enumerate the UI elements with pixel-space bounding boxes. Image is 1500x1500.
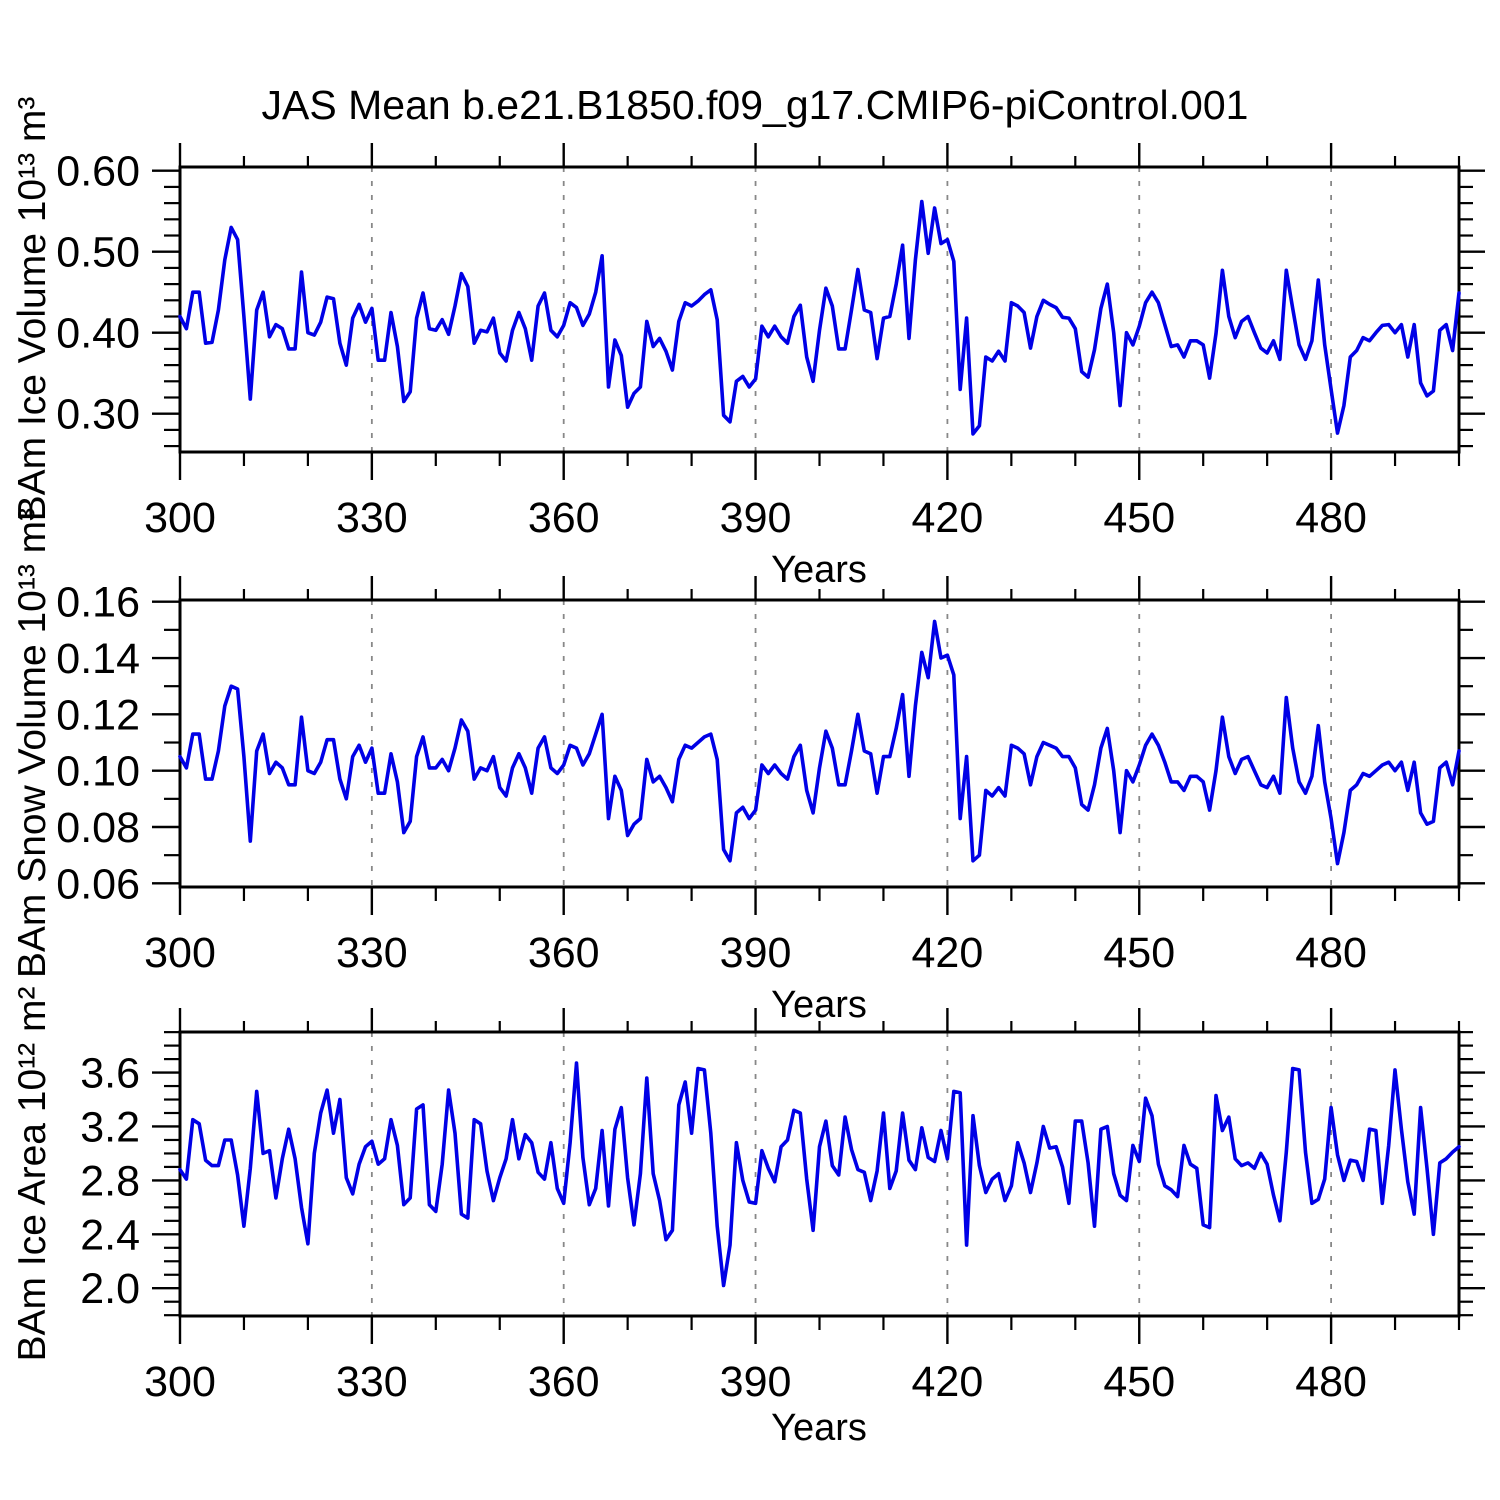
x-tick-label: 450 — [1103, 929, 1175, 977]
data-line — [178, 1061, 1461, 1288]
x-tick-label: 300 — [144, 494, 216, 542]
x-tick-label: 330 — [336, 929, 408, 977]
x-tick-label: 480 — [1295, 929, 1367, 977]
y-tick-label: 0.50 — [56, 229, 140, 277]
y-tick-label: 0.06 — [56, 860, 140, 908]
x-tick-label: 480 — [1295, 494, 1367, 542]
x-tick-label: 420 — [912, 494, 984, 542]
y-tick-label: 0.10 — [56, 748, 140, 796]
x-tick-label: 390 — [720, 1358, 792, 1406]
x-axis-label-panel-2: Years — [771, 984, 867, 1026]
x-tick-label: 360 — [528, 929, 600, 977]
y-tick-label: 2.0 — [80, 1265, 140, 1313]
y-tick-label: 0.12 — [56, 691, 140, 739]
y-tick-label: 2.8 — [80, 1157, 140, 1205]
y-axis-label-snow-volume: BAm Snow Volume 10¹³ m³ — [11, 507, 54, 979]
x-tick-label: 420 — [912, 1358, 984, 1406]
x-axis-label-panel-1: Years — [771, 549, 867, 591]
y-tick-label: 0.40 — [56, 310, 140, 358]
chart-title: JAS Mean b.e21.B1850.f09_g17.CMIP6-piCon… — [261, 82, 1249, 128]
x-tick-label: 360 — [528, 1358, 600, 1406]
data-line — [178, 199, 1461, 436]
x-tick-label: 330 — [336, 494, 408, 542]
x-tick-label: 450 — [1103, 494, 1175, 542]
y-tick-label: 3.2 — [80, 1103, 140, 1151]
data-line — [178, 619, 1461, 866]
y-tick-label: 3.6 — [80, 1050, 140, 1098]
x-tick-label: 300 — [144, 1358, 216, 1406]
y-tick-label: 0.16 — [56, 579, 140, 627]
x-tick-label: 480 — [1295, 1358, 1367, 1406]
y-tick-label: 0.60 — [56, 148, 140, 196]
x-tick-label: 450 — [1103, 1358, 1175, 1406]
x-tick-label: 330 — [336, 1358, 408, 1406]
y-tick-label: 0.08 — [56, 804, 140, 852]
x-tick-label: 390 — [720, 929, 792, 977]
y-axis-label-ice-volume: BAm Ice Volume 10¹³ m³ — [11, 96, 54, 522]
x-axis-label-panel-3: Years — [771, 1407, 867, 1449]
x-tick-label: 420 — [912, 929, 984, 977]
y-tick-label: 0.30 — [56, 391, 140, 439]
y-tick-label: 2.4 — [80, 1211, 140, 1259]
x-tick-label: 360 — [528, 494, 600, 542]
y-tick-label: 0.14 — [56, 635, 140, 683]
y-axis-label-ice-area: BAm Ice Area 10¹² m² — [11, 986, 54, 1362]
x-tick-label: 300 — [144, 929, 216, 977]
x-tick-label: 390 — [720, 494, 792, 542]
